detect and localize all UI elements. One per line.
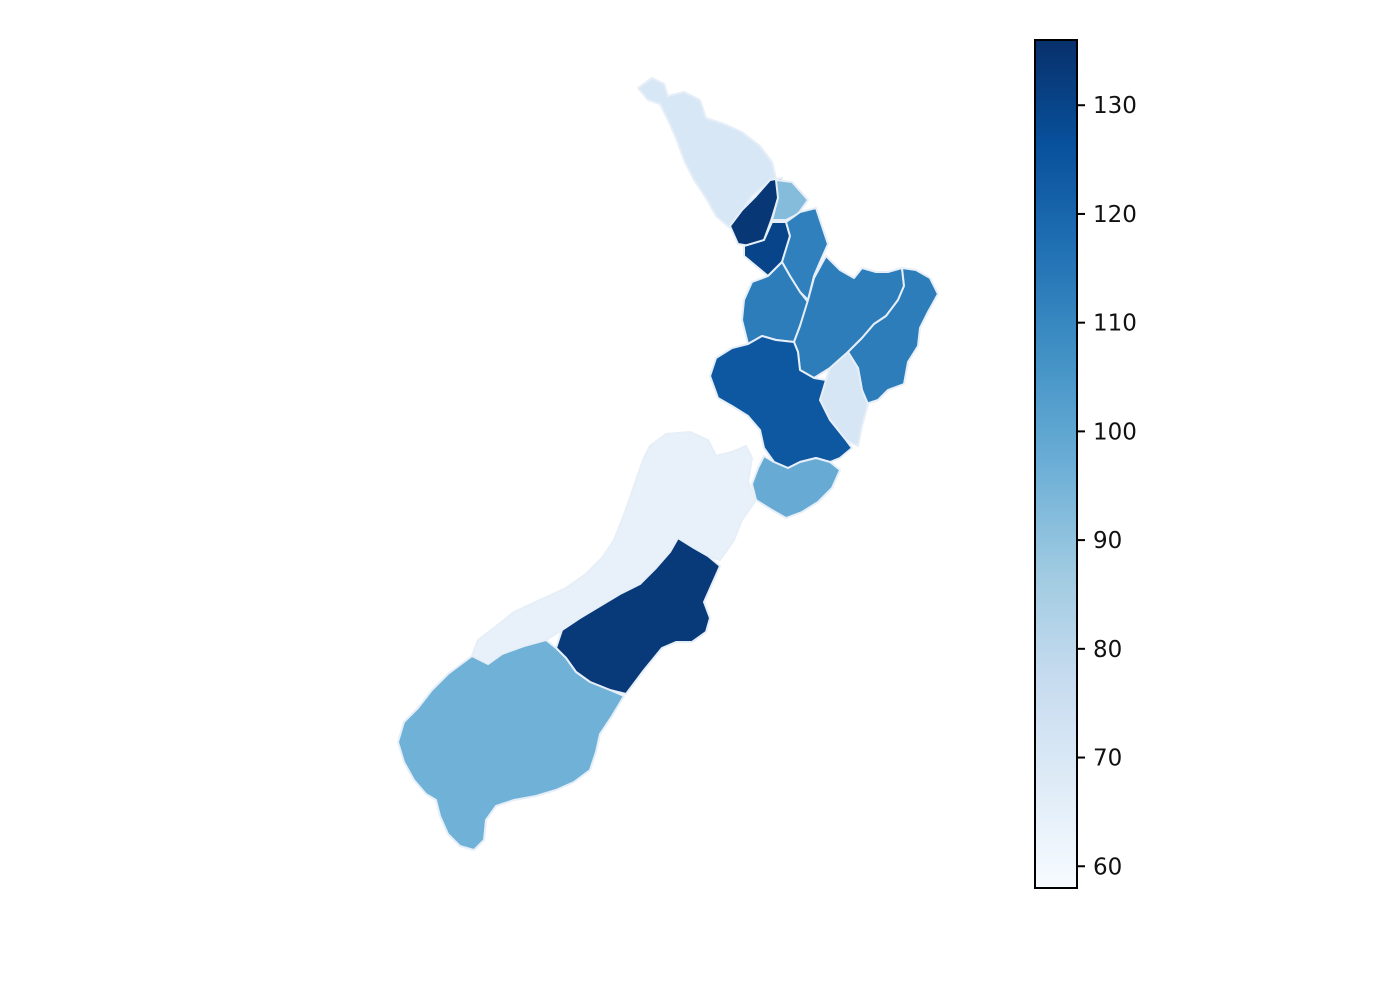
colorbar-tick-label: 70 xyxy=(1093,746,1122,772)
colorbar-tick-label: 120 xyxy=(1093,202,1137,228)
colorbar-tick-label: 130 xyxy=(1093,93,1137,119)
colorbar-gradient xyxy=(1034,39,1078,889)
regions-layer xyxy=(397,77,939,851)
colorbar-tick-label: 90 xyxy=(1093,528,1122,554)
colorbar-tick-label: 110 xyxy=(1093,311,1137,337)
region-wellington[interactable] xyxy=(751,455,841,519)
colorbar-tick-label: 60 xyxy=(1093,854,1122,880)
region-canterbury[interactable] xyxy=(555,537,721,695)
colorbar: 60 70 80 90 100 110 120 130 xyxy=(1034,39,1137,889)
region-taranaki-manawatu[interactable] xyxy=(709,335,853,469)
colorbar-tick-label: 80 xyxy=(1093,637,1122,663)
colorbar-ticks: 60 70 80 90 100 110 120 130 xyxy=(1077,93,1137,880)
colorbar-tick-label: 100 xyxy=(1093,419,1137,445)
region-east-coast[interactable] xyxy=(847,267,939,405)
region-otago-southland[interactable] xyxy=(397,639,625,851)
